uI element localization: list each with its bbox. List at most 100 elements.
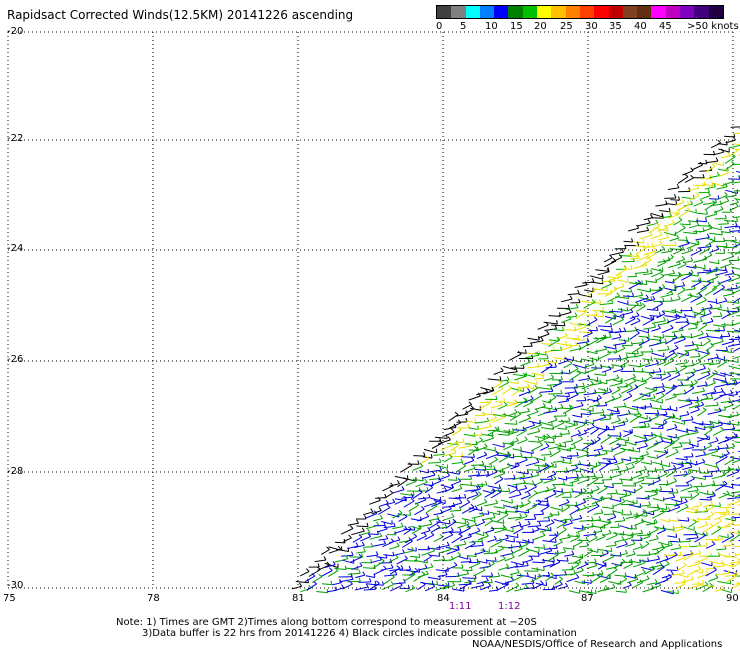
wind-barb	[640, 406, 652, 408]
wind-barb-tick	[569, 404, 572, 409]
wind-barb-tick	[646, 226, 650, 231]
wind-barb	[334, 567, 347, 571]
wind-barb-tick	[599, 527, 603, 532]
wind-barb-tick	[730, 252, 735, 257]
wind-barb-tick	[459, 577, 462, 582]
wind-barb-tick	[704, 554, 708, 559]
wind-barb-tick	[617, 435, 622, 439]
wind-barb	[629, 315, 640, 319]
wind-barb	[675, 258, 685, 264]
wind-barb	[673, 219, 683, 226]
wind-barb-tick	[715, 298, 718, 303]
wind-barb-tick	[494, 456, 498, 460]
wind-barb-tick	[660, 273, 665, 277]
wind-barb-tick	[554, 324, 558, 329]
wind-barb-tick	[485, 577, 489, 581]
wind-barb	[642, 318, 654, 326]
wind-barb-tick	[665, 505, 668, 510]
wind-barb	[403, 528, 412, 535]
wind-barb-tick	[568, 315, 572, 320]
wind-barb-tick	[669, 541, 673, 546]
wind-barb-tick	[423, 452, 426, 457]
wind-barb-tick	[681, 580, 686, 585]
wind-barb	[512, 455, 523, 458]
wind-barb	[628, 282, 641, 290]
wind-barb-tick	[584, 341, 589, 345]
wind-barb-tick	[715, 157, 719, 162]
wind-barb	[571, 432, 581, 438]
wind-barb-tick	[569, 519, 573, 524]
wind-barb-tick	[651, 565, 656, 569]
wind-barb	[686, 537, 699, 540]
wind-barb	[658, 236, 669, 241]
wind-barb-tick	[619, 432, 622, 437]
wind-barb-tick	[623, 265, 628, 270]
wind-barb	[657, 473, 668, 479]
wind-barb	[584, 368, 598, 374]
wind-barb	[735, 390, 740, 394]
wind-barb-tick	[678, 271, 681, 276]
wind-barb	[678, 574, 689, 578]
wind-barb-tick	[323, 556, 327, 561]
wind-barb	[660, 589, 674, 595]
wind-barb-tick	[383, 539, 387, 544]
wind-barb	[483, 552, 498, 555]
wind-barb	[675, 557, 685, 562]
wind-barb	[708, 449, 720, 451]
wind-barb-tick	[472, 540, 476, 544]
wind-barb	[684, 506, 698, 512]
wind-barb-tick	[684, 173, 689, 178]
wind-barb	[707, 300, 717, 304]
wind-barb-tick	[464, 493, 467, 499]
wind-barb	[586, 454, 601, 457]
wind-barb	[608, 437, 622, 445]
wind-barb	[699, 423, 712, 426]
wind-barb-tick	[621, 536, 625, 540]
wind-barb	[665, 386, 677, 395]
wind-barb-tick	[575, 303, 579, 308]
wind-barb	[612, 319, 624, 326]
wind-barb-tick	[669, 212, 673, 217]
wind-barb-tick	[530, 555, 534, 560]
wind-barb	[691, 421, 704, 426]
wind-barb-tick	[632, 550, 636, 555]
wind-barb	[523, 373, 535, 378]
wind-barb	[590, 301, 601, 304]
wind-barb-tick	[413, 533, 418, 537]
wind-barb-tick	[632, 377, 637, 382]
wind-barb-tick	[493, 465, 496, 470]
lat-lon-grid	[7, 31, 734, 589]
wind-barb-tick	[495, 395, 498, 400]
wind-barb	[689, 195, 700, 200]
wind-barb	[509, 413, 522, 422]
wind-barb	[637, 288, 651, 293]
wind-barb	[726, 382, 738, 386]
wind-barb-tick	[618, 327, 622, 332]
wind-barb-tick	[704, 255, 708, 260]
wind-barb-tick	[701, 579, 705, 584]
wind-barb	[708, 336, 723, 339]
wind-barb-tick	[427, 527, 431, 531]
wind-barb	[582, 476, 596, 478]
wind-barb	[634, 571, 646, 578]
wind-barb-tick	[569, 295, 573, 300]
wind-barb-tick	[578, 298, 581, 303]
wind-barb	[692, 265, 706, 270]
wind-barb-tick	[659, 231, 663, 236]
wind-barb	[680, 274, 693, 281]
wind-barb-tick	[708, 309, 712, 314]
wind-barb-tick	[672, 269, 675, 274]
wind-barb-tick	[623, 576, 628, 580]
wind-barb	[629, 257, 640, 260]
wind-barb	[723, 246, 738, 249]
wind-barb	[594, 348, 607, 353]
wind-barb	[586, 350, 598, 355]
wind-barb-tick	[599, 299, 602, 304]
wind-barb-tick	[683, 364, 688, 368]
wind-barb	[652, 498, 665, 502]
wind-barb-tick	[376, 521, 380, 526]
wind-barb-tick	[432, 471, 436, 476]
wind-barb	[517, 439, 528, 445]
wind-barb	[505, 534, 519, 538]
wind-barb	[431, 442, 443, 449]
